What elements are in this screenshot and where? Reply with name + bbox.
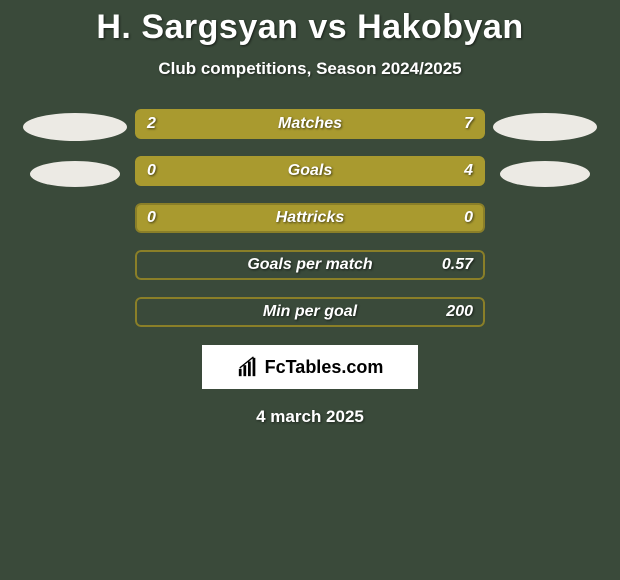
stat-right-value: 4 xyxy=(464,162,473,180)
stat-bars-column: Matches27Goals04Hattricks00Goals per mat… xyxy=(135,109,485,327)
date-text: 4 march 2025 xyxy=(256,407,364,427)
subtitle: Club competitions, Season 2024/2025 xyxy=(158,59,461,79)
stat-left-value: 2 xyxy=(147,115,156,133)
ellipse-placeholder xyxy=(493,113,597,141)
ellipse-placeholder xyxy=(500,161,590,187)
stat-right-value: 200 xyxy=(446,303,473,321)
player-right-column xyxy=(485,109,605,327)
stat-label: Goals xyxy=(135,162,485,180)
stat-left-value: 0 xyxy=(147,162,156,180)
logo-text: FcTables.com xyxy=(265,357,384,378)
logo-badge: FcTables.com xyxy=(202,345,418,389)
infographic-container: H. Sargsyan vs Hakobyan Club competition… xyxy=(0,0,620,427)
stat-right-value: 7 xyxy=(464,115,473,133)
player-left-column xyxy=(15,109,135,327)
ellipse-placeholder xyxy=(30,161,120,187)
bar-chart-icon xyxy=(237,356,259,378)
stat-label: Matches xyxy=(135,115,485,133)
stat-bar-row: Hattricks0 0 xyxy=(135,203,485,233)
stat-label: Goals per match xyxy=(135,256,485,274)
page-title: H. Sargsyan vs Hakobyan xyxy=(96,8,523,47)
stat-left-value: 0 xyxy=(147,209,156,227)
stat-label: Hattricks xyxy=(135,209,485,227)
stat-bar-row: Goals per match0.57 xyxy=(135,250,485,280)
stat-bar-row: Goals0 4 xyxy=(135,156,485,186)
stat-right-value: 0.57 xyxy=(442,256,473,274)
ellipse-placeholder xyxy=(23,113,127,141)
stat-label: Min per goal xyxy=(135,303,485,321)
stat-bar-row: Matches2 7 xyxy=(135,109,485,139)
stats-area: Matches27Goals04Hattricks00Goals per mat… xyxy=(0,109,620,327)
stat-right-value: 0 xyxy=(464,209,473,227)
stat-bar-row: Min per goal200 xyxy=(135,297,485,327)
